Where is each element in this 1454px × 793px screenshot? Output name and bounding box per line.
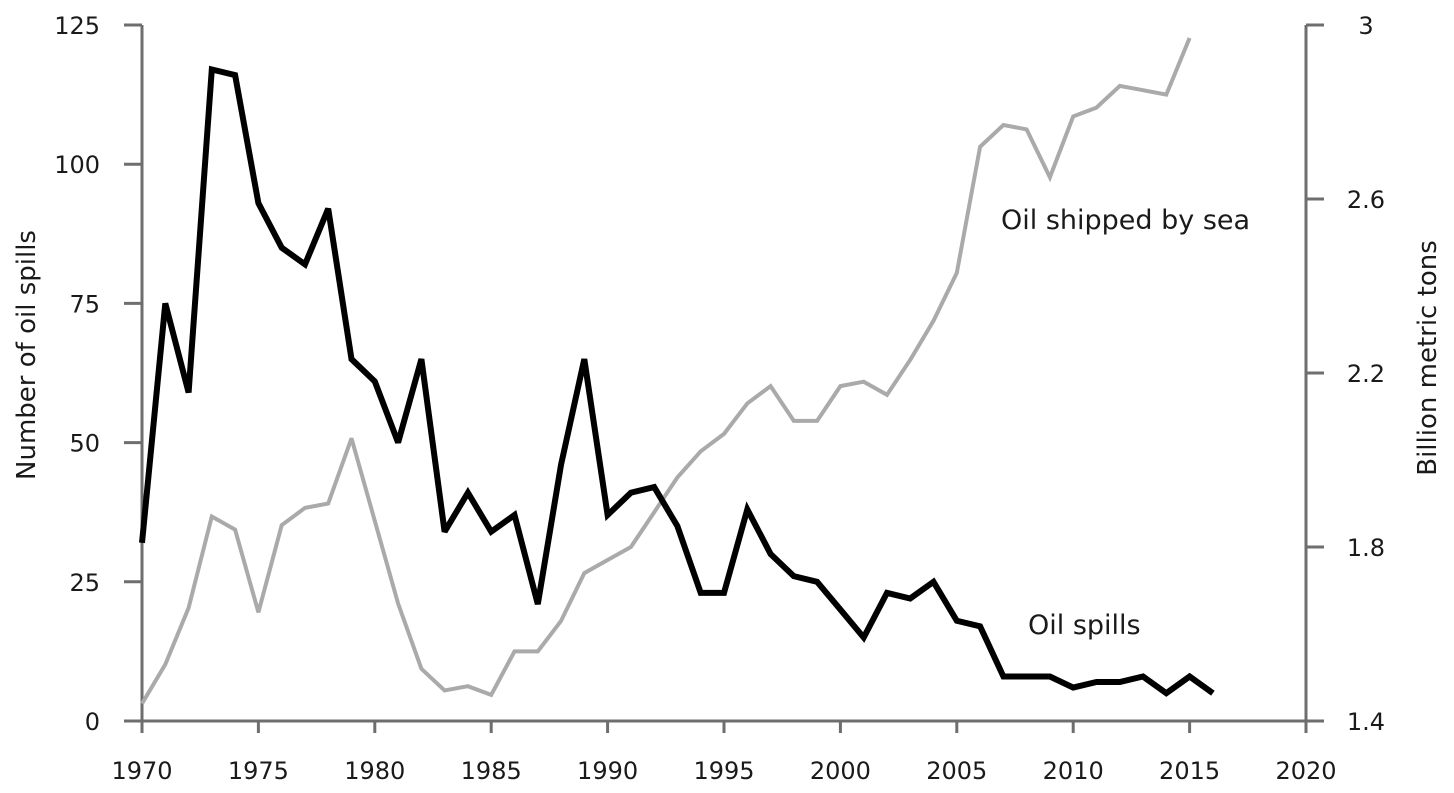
left-y-tick-label-50: 50: [69, 430, 100, 458]
right-y-axis-title: Billion metric tons: [1413, 240, 1443, 476]
x-tick-label-2015: 2015: [1159, 757, 1220, 785]
x-axis-ticks: 1970 1975 1980 1985 1990 1995 2000 2005 2010 2015…: [111, 721, 1337, 785]
oil-spills-series-line: [139, 65, 1215, 697]
left-y-tick-label-100: 100: [54, 151, 100, 179]
right-y-axis-ticks: 1.4 1.8 2.2 2.6 3: [1306, 12, 1385, 736]
x-tick-label-1970: 1970: [111, 757, 172, 785]
right-y-tick-label-1.4: 1.4: [1347, 708, 1385, 736]
oil-spills-label: Oil spills: [1028, 610, 1141, 641]
right-y-tick-label-2.2: 2.2: [1347, 360, 1385, 388]
x-tick-label-1985: 1985: [461, 757, 522, 785]
left-y-tick-label-75: 75: [69, 290, 100, 318]
left-y-tick-label-25: 25: [69, 569, 100, 597]
x-tick-label-2005: 2005: [926, 757, 987, 785]
oil-shipped-by-sea-label: Oil shipped by sea: [1001, 205, 1250, 236]
x-tick-label-1990: 1990: [577, 757, 638, 785]
left-y-tick-label-125: 125: [54, 12, 100, 40]
x-tick-label-2000: 2000: [810, 757, 871, 785]
right-y-tick-label-2.6: 2.6: [1347, 186, 1385, 214]
x-tick-label-1980: 1980: [344, 757, 405, 785]
x-tick-label-2010: 2010: [1043, 757, 1104, 785]
x-tick-label-1975: 1975: [228, 757, 289, 785]
left-y-axis-ticks: 0 25 50 75 100 125: [54, 12, 142, 736]
series-layer: [139, 37, 1215, 705]
left-y-axis-title: Number of oil spills: [12, 230, 42, 480]
oil-shipped-by-sea-series-line: [140, 37, 1192, 705]
x-tick-label-1995: 1995: [693, 757, 754, 785]
right-y-tick-label-3: 3: [1358, 12, 1373, 40]
left-y-tick-label-0: 0: [85, 708, 100, 736]
right-y-tick-label-1.8: 1.8: [1347, 534, 1385, 562]
x-tick-label-2020: 2020: [1275, 757, 1336, 785]
